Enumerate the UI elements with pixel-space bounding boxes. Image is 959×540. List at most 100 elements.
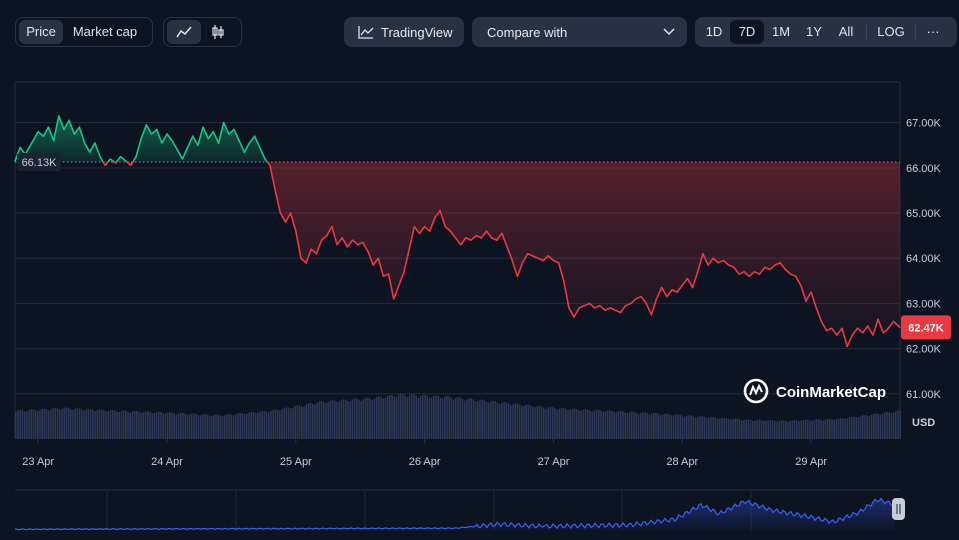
volume-bar — [756, 419, 758, 439]
volume-bar — [488, 402, 490, 439]
volume-bar — [708, 417, 710, 439]
price-line-segment — [805, 291, 812, 302]
volume-bar — [408, 395, 411, 439]
range-7d[interactable]: 7D — [730, 20, 764, 44]
volume-bar — [855, 417, 857, 439]
volume-bar — [776, 421, 778, 439]
price-line-segment — [423, 225, 431, 232]
price-line-segment — [264, 158, 268, 163]
volume-bar — [283, 407, 285, 439]
volume-bar — [848, 417, 851, 439]
volume-bar — [697, 416, 699, 439]
volume-bar — [364, 397, 367, 439]
volume-bar — [226, 414, 228, 439]
volume-bar — [710, 417, 712, 439]
price-line-segment — [418, 225, 426, 235]
volume-bar — [213, 415, 215, 439]
volume-bar — [481, 399, 483, 439]
volume-bar — [422, 394, 424, 439]
log-toggle[interactable]: LOG — [877, 24, 905, 39]
price-line-segment — [320, 234, 328, 241]
volume-bar — [593, 410, 596, 439]
volume-bar — [103, 410, 105, 439]
volume-bar — [23, 411, 26, 439]
volume-bar — [626, 413, 629, 439]
tradingview-button[interactable]: TradingView — [344, 17, 464, 47]
volume-bar — [472, 399, 475, 439]
price-line-segment — [403, 248, 410, 273]
volume-bar — [617, 411, 620, 439]
volume-bar — [622, 411, 624, 439]
volume-bar — [798, 421, 800, 439]
x-tick-label: 27 Apr — [538, 456, 570, 468]
volume-bar — [646, 413, 648, 439]
more-options-button[interactable]: ··· — [926, 24, 940, 39]
price-line-segment — [738, 270, 745, 275]
volume-bar — [362, 399, 365, 439]
volume-bar — [554, 408, 556, 439]
volume-bar — [457, 397, 459, 439]
volume-bar — [540, 406, 543, 439]
market-cap-tab[interactable]: Market cap — [72, 24, 138, 39]
volume-bar — [864, 415, 866, 439]
volume-bar — [459, 397, 461, 439]
price-line-segment — [573, 307, 581, 318]
price-line-segment — [660, 286, 668, 298]
volume-bar — [452, 399, 455, 439]
y-tick-label: 64.00K — [906, 253, 942, 265]
volume-bar — [738, 419, 741, 439]
range-1m[interactable]: 1M — [771, 24, 791, 39]
volume-bar — [111, 409, 114, 439]
volume-bar — [371, 400, 373, 439]
y-tick-label: 61.00K — [906, 389, 942, 401]
line-chart-icon[interactable] — [167, 20, 201, 44]
volume-bar — [785, 420, 787, 439]
x-tick-label: 24 Apr — [151, 456, 183, 468]
volume-bar — [692, 416, 695, 439]
candlestick-icon[interactable] — [201, 20, 235, 44]
price-line-segment — [274, 189, 282, 214]
price-line-segment — [305, 248, 313, 264]
volume-bar — [884, 412, 886, 439]
volume-bar — [765, 421, 767, 439]
range-1y[interactable]: 1Y — [806, 24, 822, 39]
volume-bar — [851, 416, 853, 439]
range-1d[interactable]: 1D — [705, 24, 723, 39]
range-all[interactable]: All — [838, 24, 854, 39]
volume-bar — [133, 410, 136, 439]
volume-bar — [316, 402, 318, 439]
x-tick-label: 23 Apr — [22, 456, 54, 468]
volume-bar — [514, 403, 516, 439]
compare-label: Compare with — [487, 24, 568, 40]
price-tab[interactable]: Price — [19, 20, 63, 44]
volume-bar — [868, 416, 871, 439]
price-line-segment — [155, 128, 163, 144]
volume-bar — [727, 418, 730, 439]
volume-bar — [149, 411, 151, 439]
chart-toolbar: Price Market cap TradingView Compare wit… — [0, 17, 959, 49]
compare-dropdown[interactable]: Compare with — [472, 17, 687, 47]
volume-bar — [714, 417, 717, 439]
price-line-segment — [681, 277, 689, 287]
volume-bar — [136, 410, 138, 439]
range-navigator[interactable] — [14, 489, 905, 531]
volume-bar — [204, 414, 206, 439]
volume-bar — [109, 410, 112, 439]
volume-bar — [723, 417, 725, 439]
volume-bar — [294, 406, 296, 439]
volume-bar — [523, 405, 525, 439]
volume-bar — [769, 420, 772, 439]
price-line-segment — [650, 298, 658, 316]
volume-bar — [719, 418, 721, 439]
price-area-down — [103, 161, 901, 347]
volume-bar — [560, 407, 563, 439]
volume-bar — [681, 415, 684, 439]
price-line-segment — [547, 255, 555, 262]
price-line-segment — [99, 156, 104, 163]
volume-bar — [479, 399, 481, 439]
price-line-segment — [841, 327, 848, 348]
price-line-segment — [52, 115, 60, 142]
volume-bar — [169, 412, 171, 439]
volume-bar — [254, 412, 257, 439]
volume-bar — [305, 404, 307, 439]
